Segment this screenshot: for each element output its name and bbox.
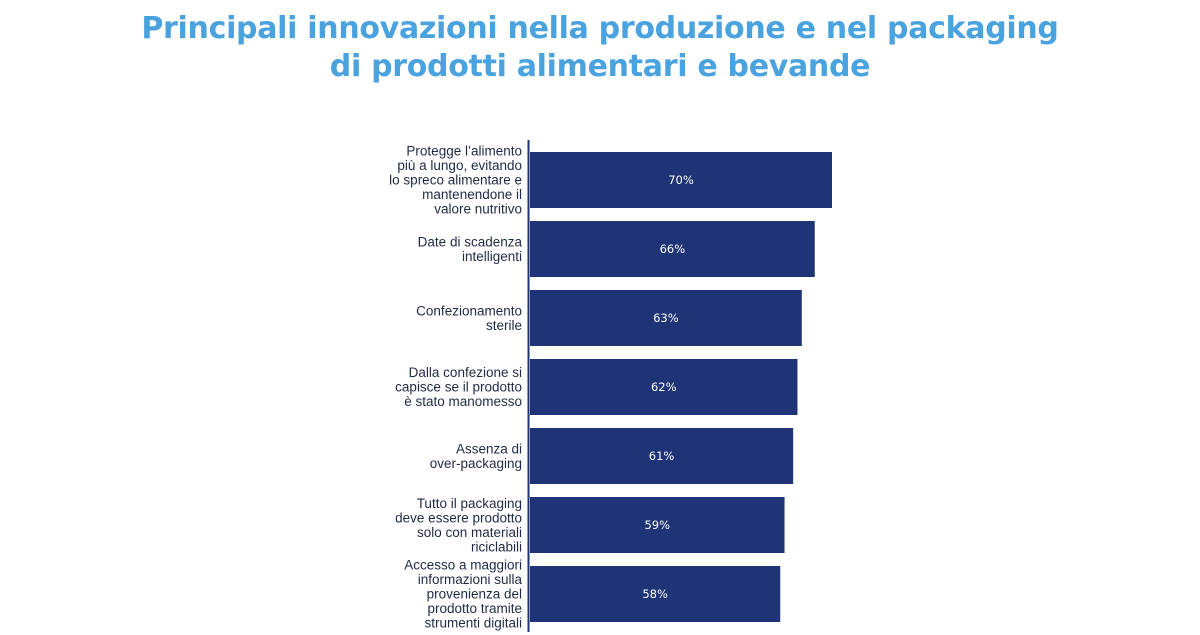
category-label-line: Confezionamento <box>416 303 522 318</box>
category-label: Assenza di over-packaging <box>430 441 522 471</box>
category-label-line: riciclabili <box>471 539 522 554</box>
category-label-line: intelligenti <box>462 249 522 264</box>
bar-value-label: 66% <box>660 242 686 256</box>
category-label-line: più a lungo, evitando <box>397 158 522 173</box>
category-label: Dalla confezione si capisce se il prodott… <box>395 365 522 409</box>
category-label-line: Protegge l’alimento <box>406 144 522 159</box>
category-label-line: solo con materiali <box>417 525 522 540</box>
bar-value-label: 63% <box>653 311 679 325</box>
bar-value-label: 61% <box>649 449 675 463</box>
category-label-line: mantenendone il <box>422 187 522 202</box>
category-label: Accesso a maggiori informazioni sulla prov… <box>404 558 522 631</box>
category-label: Confezionamento sterile <box>416 303 522 333</box>
category-label-line: Assenza di <box>456 441 522 456</box>
category-label-line: deve essere prodotto <box>395 510 522 525</box>
bar-group: 70% Protegge l’alimento più a lungo, evita… <box>389 144 832 631</box>
bar <box>530 152 832 208</box>
category-label-line: Date di scadenza <box>418 234 523 249</box>
bar <box>530 428 794 484</box>
bar <box>530 497 785 553</box>
category-label: Protegge l’alimento più a lungo, evitando… <box>389 144 522 217</box>
bar-value-label: 59% <box>644 518 670 532</box>
category-label-line: provenienza del <box>427 587 522 602</box>
category-label-line: Dalla confezione si <box>409 365 522 380</box>
category-label-line: sterile <box>486 318 522 333</box>
category-label-line: lo spreco alimentare e <box>389 173 522 188</box>
category-label-line: over-packaging <box>430 456 522 471</box>
chart-title: Principali innovazioni nella produzione … <box>0 10 1200 86</box>
bar <box>530 290 802 346</box>
category-label-line: strumenti digitali <box>424 616 522 631</box>
category-label-line: Accesso a maggiori <box>404 558 522 573</box>
category-label-line: Tutto il packaging <box>417 496 522 511</box>
category-label-line: è stato manomesso <box>404 394 522 409</box>
bar-value-label: 70% <box>668 173 694 187</box>
category-label-line: prodotto tramite <box>427 601 522 616</box>
category-label-line: capisce se il prodotto <box>395 380 522 395</box>
bar <box>530 221 815 277</box>
chart-title-line-1: Principali innovazioni nella produzione … <box>141 11 1059 46</box>
chart-title-line-2: di prodotti alimentari e bevande <box>329 49 871 84</box>
bar-value-label: 62% <box>651 380 677 394</box>
bar <box>530 566 781 622</box>
category-label: Tutto il packaging deve essere prodotto so… <box>395 496 522 555</box>
category-label-line: informazioni sulla <box>418 572 523 587</box>
category-label: Date di scadenza intelligenti <box>418 234 523 264</box>
bar-value-label: 58% <box>642 587 668 601</box>
category-label-line: valore nutritivo <box>434 202 522 217</box>
bar <box>530 359 798 415</box>
